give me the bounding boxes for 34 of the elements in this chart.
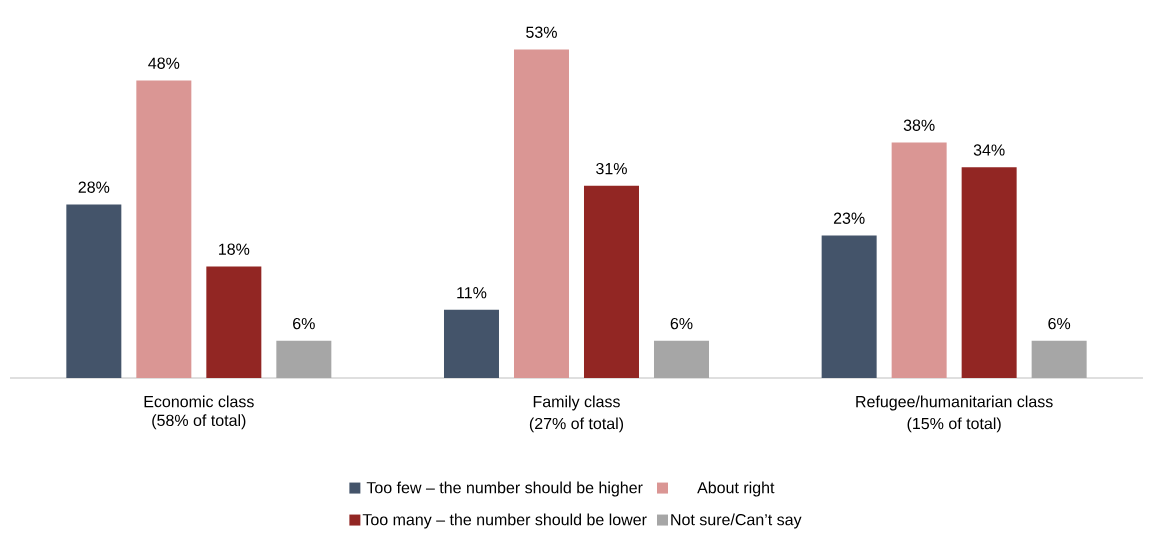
bar: [891, 142, 947, 378]
bar: [583, 185, 639, 378]
bar: [821, 235, 877, 378]
text: (15% of total): [907, 417, 1001, 433]
bar: [961, 167, 1017, 378]
x-tick-label: Refugee/humanitarian class: [856, 395, 1053, 411]
legend-label: Not sure/Can’t say: [671, 513, 802, 529]
bar: [513, 49, 569, 378]
bar: [276, 340, 332, 378]
data-label: 6%: [1048, 317, 1071, 330]
bar: [1031, 340, 1087, 378]
data-label: 18%: [219, 243, 250, 255]
text: (58% of total): [152, 414, 246, 430]
data-label: 34%: [973, 144, 1005, 156]
legend-label: Too few – the number should be higher: [366, 481, 643, 497]
data-label: 31%: [596, 162, 627, 175]
bar: [136, 80, 192, 378]
legend-label: Too many – the number should be lower: [362, 513, 647, 529]
bar: [206, 266, 262, 378]
data-label: 23%: [833, 212, 865, 224]
bar: [66, 204, 122, 378]
legend-label: About right: [697, 481, 775, 497]
bar: [443, 309, 499, 378]
data-label: 53%: [526, 26, 557, 38]
data-label: 6%: [670, 317, 693, 330]
x-tick-label: Family class: [533, 395, 620, 411]
data-label: 6%: [293, 317, 315, 330]
data-label: 38%: [903, 119, 935, 131]
x-tick-label: Economic class: [144, 395, 254, 408]
data-label: 48%: [148, 57, 180, 69]
text: (27% of total): [529, 417, 624, 433]
bar: [653, 340, 709, 378]
data-label: 11%: [457, 287, 487, 299]
data-label: 28%: [78, 181, 110, 193]
